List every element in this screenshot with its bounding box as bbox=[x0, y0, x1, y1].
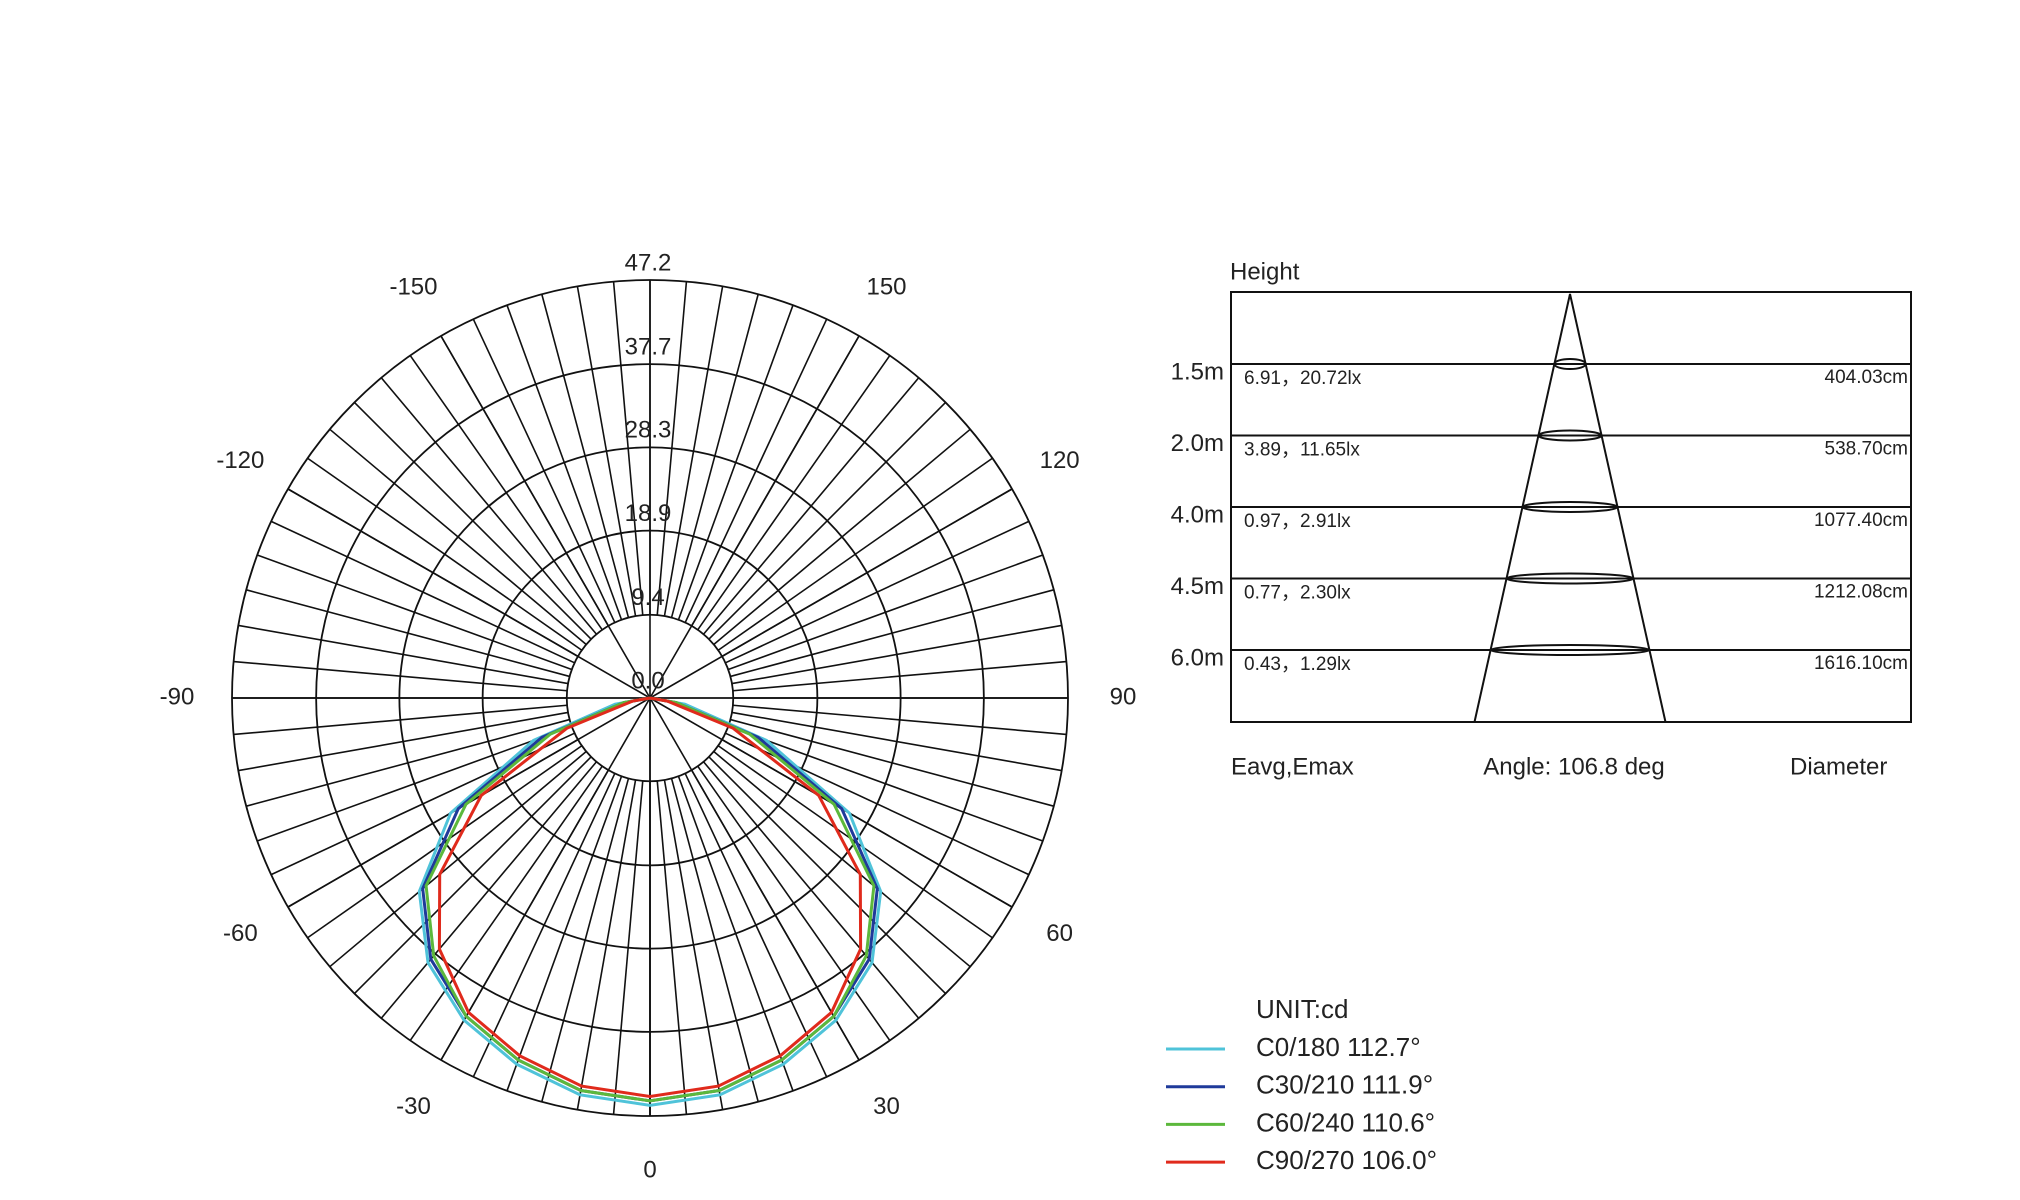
angle-tick-label: 90 bbox=[1110, 683, 1137, 710]
diameter-label: 1616.10cm bbox=[1814, 653, 1908, 674]
radial-tick-label: 0.0 bbox=[631, 667, 664, 694]
height-label: 6.0m bbox=[1171, 644, 1224, 671]
diameter-label: 1077.40cm bbox=[1814, 510, 1908, 531]
radial-tick-label: 18.9 bbox=[625, 500, 672, 527]
angle-grid-line bbox=[440, 697, 651, 1061]
radial-grid-line bbox=[231, 279, 1069, 1117]
series-line bbox=[417, 696, 883, 1107]
diameter-label: 1212.08cm bbox=[1814, 582, 1908, 603]
beam-ellipse bbox=[1505, 572, 1635, 585]
angle-tick-label: 120 bbox=[1040, 447, 1080, 474]
diameter-label: 404.03cm bbox=[1825, 367, 1908, 388]
radial-grid-line bbox=[398, 446, 902, 950]
illuminance-label: 3.89，11.65lx bbox=[1244, 440, 1360, 461]
legend-label: C30/210 111.9° bbox=[1256, 1070, 1433, 1100]
height-label: 2.0m bbox=[1171, 430, 1224, 457]
illuminance-label: 0.77，2.30lx bbox=[1244, 583, 1351, 604]
illuminance-label: 0.97，2.91lx bbox=[1244, 511, 1351, 532]
angle-tick-label: 30 bbox=[873, 1093, 900, 1120]
cone-title: Height bbox=[1230, 258, 1300, 285]
beam-ellipse bbox=[1521, 501, 1619, 513]
polar-chart: -150 -120 -90 -60 -30 0 30 60 90 120 150 0.0 9.4 18.9… bbox=[160, 249, 1137, 1183]
illuminance-label: 6.91，20.72lx bbox=[1244, 368, 1362, 389]
angle-tick-label: 150 bbox=[866, 274, 906, 301]
angle-tick-label: -150 bbox=[389, 274, 437, 301]
footer-label: Angle: 106.8 deg bbox=[1483, 753, 1665, 780]
radial-grid-line bbox=[565, 613, 735, 783]
angle-tick-label: 0 bbox=[643, 1156, 656, 1183]
radial-tick-label: 28.3 bbox=[625, 417, 672, 444]
cone-diagram: Height 1.5m 6.91，20.72lx 404.03cm 2.0m 3.89，1… bbox=[1171, 258, 1912, 780]
beam-ellipse bbox=[1537, 429, 1603, 442]
legend-label: C60/240 110.6° bbox=[1256, 1107, 1435, 1137]
radial-tick-label: 37.7 bbox=[625, 333, 672, 360]
footer-label: Diameter bbox=[1790, 753, 1887, 780]
height-label: 4.5m bbox=[1171, 573, 1224, 600]
legend-label: C0/180 112.7° bbox=[1256, 1032, 1421, 1062]
legend: UNIT:cd C0/180 112.7° C30/210 111.9° C60/24… bbox=[1166, 994, 1437, 1175]
diameter-label: 538.70cm bbox=[1825, 439, 1908, 460]
angle-grid-line bbox=[649, 697, 860, 1061]
angle-grid-line bbox=[649, 335, 860, 699]
series-line bbox=[424, 696, 876, 1103]
angle-grid-line bbox=[440, 335, 651, 699]
radial-tick-label: 47.2 bbox=[625, 249, 672, 276]
legend-label: C90/270 106.0° bbox=[1256, 1145, 1437, 1175]
angle-tick-label: -30 bbox=[396, 1093, 431, 1120]
angle-tick-label: 60 bbox=[1046, 920, 1073, 947]
beam-ellipse bbox=[1489, 644, 1651, 656]
angle-tick-label: -120 bbox=[216, 447, 264, 474]
height-label: 1.5m bbox=[1171, 358, 1224, 385]
legend-title: UNIT:cd bbox=[1256, 994, 1348, 1024]
illuminance-label: 0.43，1.29lx bbox=[1244, 654, 1351, 675]
angle-tick-label: -60 bbox=[223, 920, 258, 947]
radial-tick-label: 9.4 bbox=[631, 584, 664, 611]
height-label: 4.0m bbox=[1171, 501, 1224, 528]
series-line bbox=[437, 696, 863, 1099]
angle-tick-label: -90 bbox=[160, 683, 195, 710]
beam-ellipse bbox=[1553, 358, 1587, 370]
radial-grid-line bbox=[481, 529, 819, 867]
angle-grid-line bbox=[287, 488, 651, 699]
footer-label: Eavg,Emax bbox=[1231, 753, 1354, 780]
radial-grid-line bbox=[315, 363, 985, 1033]
angle-grid-line bbox=[649, 488, 1013, 699]
